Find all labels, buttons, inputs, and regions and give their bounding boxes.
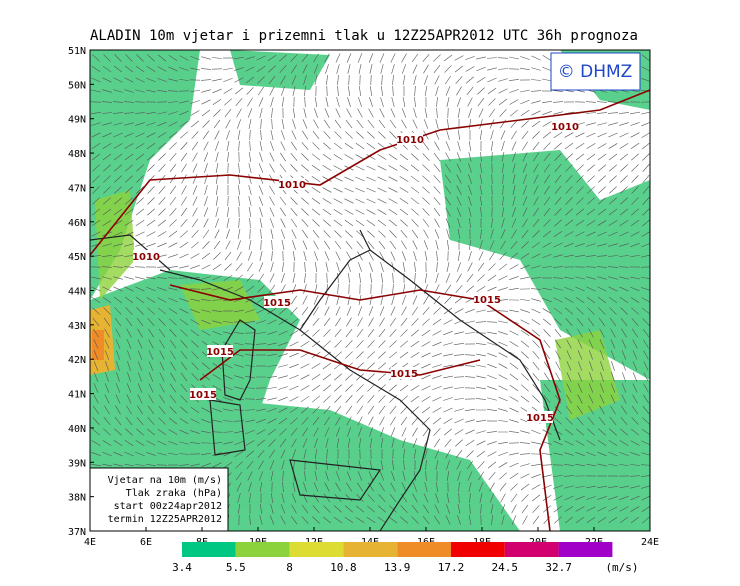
colorbar-label: 10.8 [330, 561, 357, 574]
info-line: start 00z24apr2012 [114, 501, 222, 512]
lat-label: 47N [68, 183, 86, 194]
colorbar-swatch [559, 542, 613, 557]
lat-label: 42N [68, 355, 86, 366]
lat-label: 43N [68, 321, 86, 332]
lat-label: 45N [68, 252, 86, 263]
lat-label: 41N [68, 390, 86, 401]
lon-label: 24E [641, 537, 659, 548]
colorbar-swatch [290, 542, 344, 557]
colorbar-label: 24.5 [492, 561, 519, 574]
colorbar-label: 5.5 [226, 561, 246, 574]
isobar-label: 1015 [189, 390, 217, 401]
colorbar-swatch [451, 542, 505, 557]
info-line: Tlak zraka (hPa) [126, 488, 222, 499]
info-box: Vjetar na 10m (m/s) Tlak zraka (hPa) start… [90, 468, 228, 531]
info-line: Vjetar na 10m (m/s) [108, 475, 222, 486]
lat-label: 48N [68, 149, 86, 160]
colorbar-swatch [236, 542, 290, 557]
isobar-label: 1015 [206, 347, 234, 358]
lat-label: 39N [68, 458, 86, 469]
colorbar-label: 8 [286, 561, 293, 574]
colorbar-label: 13.9 [384, 561, 411, 574]
lat-label: 44N [68, 287, 86, 298]
isobar-label: 1010 [278, 180, 306, 191]
isobar-label: 1015 [390, 369, 418, 380]
lat-label: 38N [68, 493, 86, 504]
lat-label: 51N [68, 46, 86, 57]
lon-label: 6E [140, 537, 152, 548]
copyright: © DHMZ [558, 62, 633, 82]
lon-label: 4E [84, 537, 96, 548]
isobar-label: 1015 [526, 413, 554, 424]
colorbar-unit: (m/s) [605, 561, 638, 574]
lat-label: 50N [68, 80, 86, 91]
colorbar-label: 17.2 [438, 561, 465, 574]
isobar-label: 1010 [132, 252, 160, 263]
colorbar-swatch [182, 542, 236, 557]
map-title: ALADIN 10m vjetar i prizemni tlak u 12Z2… [90, 28, 638, 44]
colorbar-label: 3.4 [172, 561, 192, 574]
isobar-label: 1010 [396, 135, 424, 146]
isobar-label: 1015 [473, 295, 501, 306]
lat-label: 49N [68, 115, 86, 126]
colorbar-swatch [397, 542, 451, 557]
isobar-label: 1015 [263, 298, 291, 309]
isobar-label: 1010 [551, 122, 579, 133]
lat-label: 46N [68, 218, 86, 229]
copyright-box: © DHMZ [551, 53, 640, 90]
lat-label: 40N [68, 424, 86, 435]
colorbar-label: 32.7 [545, 561, 572, 574]
colorbar-swatch [343, 542, 397, 557]
info-line: termin 12Z25APR2012 [108, 514, 222, 525]
colorbar-swatch [505, 542, 559, 557]
